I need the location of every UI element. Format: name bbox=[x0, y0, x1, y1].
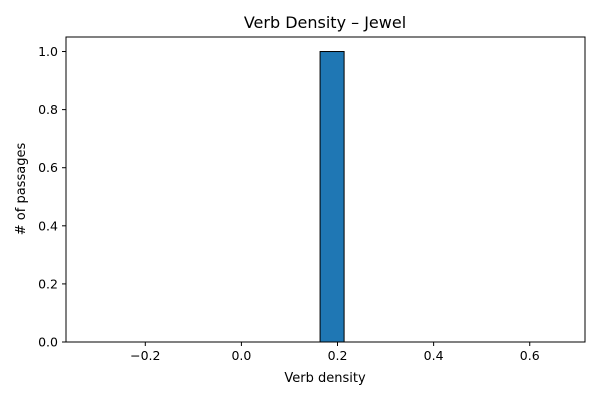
chart-title: Verb Density – Jewel bbox=[244, 13, 406, 32]
y-axis-ticks: 0.0 0.2 0.4 0.6 0.8 1.0 bbox=[38, 44, 66, 350]
y-axis-label: # of passages bbox=[14, 143, 29, 236]
x-tick-label: −0.2 bbox=[130, 348, 160, 363]
x-tick-label: 0.6 bbox=[520, 348, 540, 363]
y-tick-label: 0.6 bbox=[38, 160, 58, 175]
x-axis-label: Verb density bbox=[284, 371, 366, 386]
y-tick-label: 0.0 bbox=[38, 335, 58, 350]
histogram-bar-10 bbox=[319, 51, 345, 343]
x-axis-ticks: −0.2 0.0 0.2 0.4 0.6 bbox=[130, 342, 540, 363]
x-tick-label: 0.0 bbox=[231, 348, 251, 363]
x-tick-label: 0.2 bbox=[328, 348, 348, 363]
y-tick-label: 0.4 bbox=[38, 218, 58, 233]
plot-frame bbox=[65, 36, 586, 343]
bars-group bbox=[319, 51, 345, 343]
y-tick-label: 0.8 bbox=[38, 102, 58, 117]
y-tick-label: 1.0 bbox=[38, 44, 58, 59]
y-tick-label: 0.2 bbox=[38, 276, 58, 291]
x-tick-label: 0.4 bbox=[424, 348, 444, 363]
